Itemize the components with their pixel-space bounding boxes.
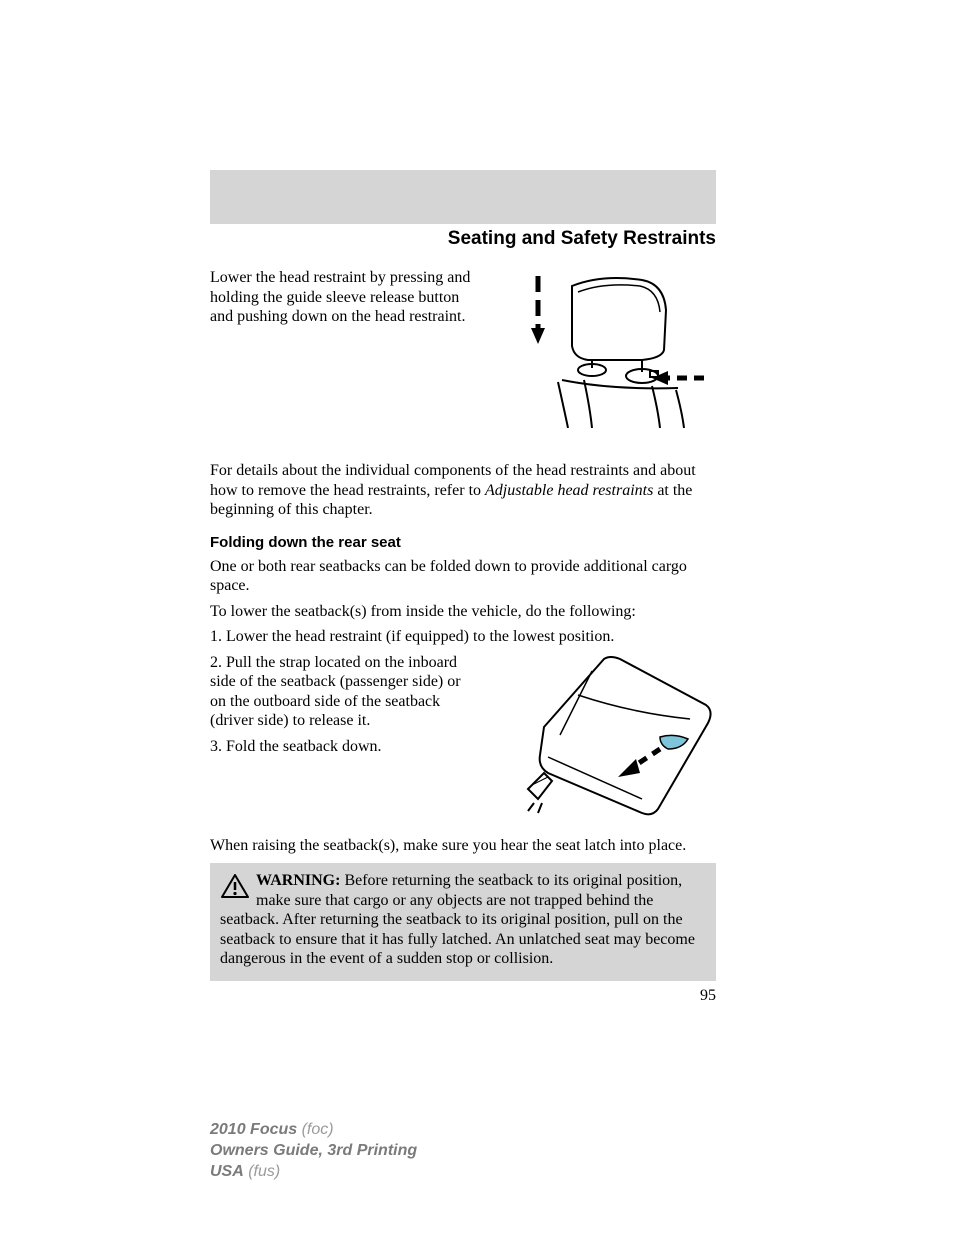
page-number: 95 <box>210 987 716 1005</box>
footer-block: 2010 Focus (foc) Owners Guide, 3rd Print… <box>210 1120 417 1182</box>
step-1: 1. Lower the head restraint (if equipped… <box>210 627 716 647</box>
intro-row: Lower the head restraint by pressing and… <box>210 268 716 433</box>
footer-line-1: 2010 Focus (foc) <box>210 1120 417 1141</box>
raise-paragraph: When raising the seatback(s), make sure … <box>210 836 716 856</box>
footer-line-2: Owners Guide, 3rd Printing <box>210 1141 417 1162</box>
section-title: Seating and Safety Restraints <box>210 228 716 250</box>
steps-row: 2. Pull the strap located on the inboard… <box>210 653 716 826</box>
page-content: Seating and Safety Restraints Lower the … <box>210 228 716 1021</box>
warning-box: WARNING: Before returning the seatback t… <box>210 863 716 981</box>
footer-region: USA <box>210 1163 244 1180</box>
seatback-figure <box>492 653 716 826</box>
warning-icon <box>220 873 250 905</box>
sub-heading: Folding down the rear seat <box>210 534 716 551</box>
step-3: 3. Fold the seatback down. <box>210 737 476 757</box>
step-2: 2. Pull the strap located on the inboard… <box>210 653 476 731</box>
footer-region-code: (fus) <box>244 1163 280 1180</box>
footer-model-code: (foc) <box>297 1121 333 1138</box>
intro-paragraph: Lower the head restraint by pressing and… <box>210 268 476 327</box>
fold-paragraph-2: To lower the seatback(s) from inside the… <box>210 602 716 622</box>
details-paragraph: For details about the individual compone… <box>210 461 716 520</box>
warning-label: WARNING: <box>256 872 340 889</box>
headrest-figure <box>492 268 712 433</box>
fold-paragraph-1: One or both rear seatbacks can be folded… <box>210 557 716 596</box>
warning-text: WARNING: Before returning the seatback t… <box>220 872 695 967</box>
details-text-italic: Adjustable head restraints <box>485 482 653 499</box>
header-gray-band <box>210 170 716 224</box>
footer-model: 2010 Focus <box>210 1121 297 1138</box>
footer-line-3: USA (fus) <box>210 1162 417 1183</box>
